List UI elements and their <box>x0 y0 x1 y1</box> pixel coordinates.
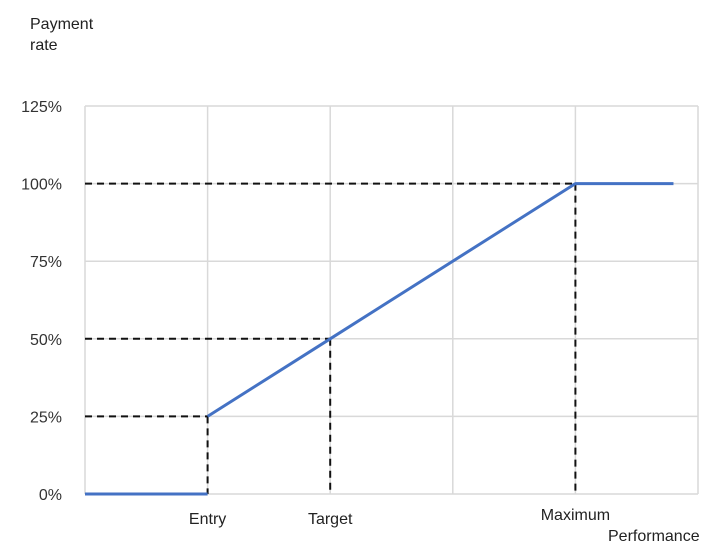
y-tick-label: 100% <box>21 177 62 194</box>
x-tick-label: Maximum <box>541 507 610 524</box>
x-tick-label: Target <box>308 511 353 528</box>
series-line <box>206 182 674 418</box>
y-tick-label: 75% <box>30 254 62 271</box>
y-tick-label: 0% <box>39 487 62 504</box>
series-layer <box>85 182 674 496</box>
y-tick-label: 50% <box>30 332 62 349</box>
y-axis-title-line2: rate <box>30 37 58 54</box>
x-tick-label: Entry <box>189 511 226 528</box>
y-tick-label: 25% <box>30 409 62 426</box>
y-tick-label: 125% <box>21 99 62 116</box>
guide-layer <box>85 182 577 494</box>
x-axis-title: Performance <box>608 528 700 543</box>
y-axis-title: Payment <box>30 16 94 33</box>
label-layer: Payment rate Performance 0% 25% 50% 75% 100%… <box>21 16 700 545</box>
